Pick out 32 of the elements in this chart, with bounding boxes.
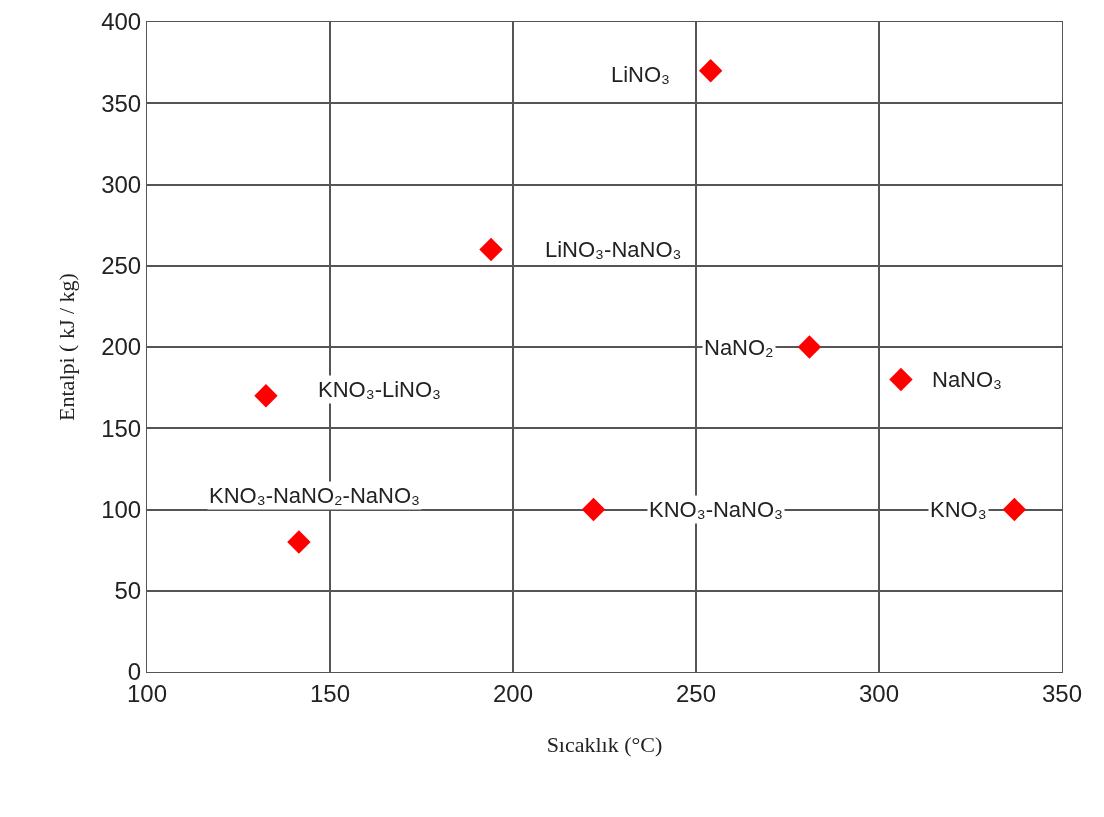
- annotation: LiNO₃: [611, 62, 671, 87]
- y-tick-label: 150: [101, 414, 142, 442]
- point: [1002, 497, 1027, 522]
- y-tick-label: 100: [101, 495, 142, 523]
- x-tick-label: 250: [675, 679, 717, 707]
- x-tick-label: 200: [492, 679, 534, 707]
- point: [287, 530, 311, 554]
- x-axis-title: Sıcaklık (°C): [546, 731, 663, 757]
- y-tick-label: 300: [101, 170, 142, 198]
- y-tick-label: 400: [101, 8, 142, 36]
- point: [479, 237, 503, 262]
- x-tick-label: 300: [858, 679, 900, 707]
- point: [889, 367, 913, 392]
- y-tick-label: 350: [101, 89, 142, 117]
- annotation: LiNO₃-NaNO₃: [545, 237, 682, 262]
- y-tick-label: 0: [127, 658, 142, 686]
- point: [698, 59, 723, 83]
- annotation: KNO₃-NaNO₂-NaNO₃: [209, 483, 421, 508]
- x-tick-label: 150: [309, 679, 351, 707]
- y-tick-label: 200: [101, 333, 142, 361]
- point: [254, 384, 278, 408]
- annotation: KNO₃-LiNO₃: [318, 377, 442, 402]
- x-tick-label: 350: [1041, 679, 1083, 707]
- annotation: KNO₃: [930, 497, 987, 522]
- point: [581, 497, 606, 522]
- annotation: KNO₃-NaNO₃: [649, 497, 784, 522]
- annotation: NaNO₂: [704, 335, 774, 360]
- y-axis-title: Entalpi ( kJ / kg): [53, 273, 79, 421]
- point: [797, 335, 822, 359]
- y-tick-label: 250: [101, 252, 142, 280]
- annotation: NaNO₃: [932, 367, 1003, 392]
- y-tick-label: 50: [114, 577, 142, 605]
